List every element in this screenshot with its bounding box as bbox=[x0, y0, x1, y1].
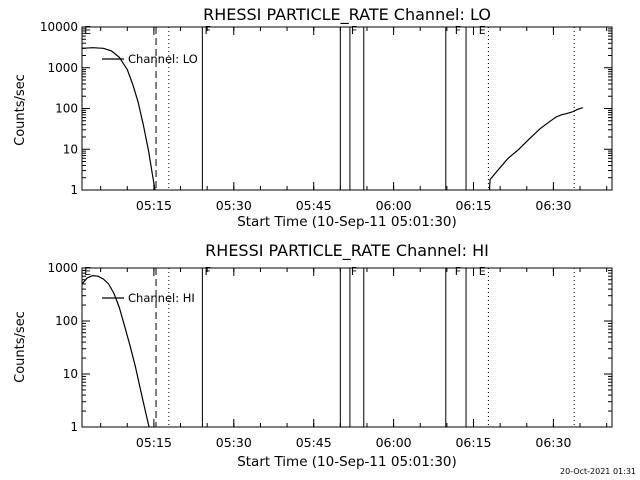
flag-label: E bbox=[479, 24, 486, 37]
y-tick-label: 100 bbox=[55, 314, 78, 328]
flag-label: E bbox=[479, 265, 486, 278]
x-tick-label: 05:45 bbox=[296, 435, 332, 450]
flag-label: F bbox=[351, 24, 357, 37]
series-line bbox=[488, 107, 583, 191]
y-tick-label: 1000 bbox=[47, 61, 78, 75]
y-tick-label: 1 bbox=[70, 183, 78, 197]
flag-label: F bbox=[455, 24, 461, 37]
legend: Channel: LO bbox=[102, 52, 198, 66]
x-tick-label: 06:15 bbox=[455, 435, 491, 450]
legend: Channel: HI bbox=[102, 291, 195, 305]
x-tick-label: 06:00 bbox=[376, 435, 412, 450]
x-tick-label: 05:15 bbox=[136, 198, 172, 213]
x-tick-label: 05:15 bbox=[136, 435, 172, 450]
render-timestamp: 20-Oct-2021 01:31 bbox=[560, 467, 636, 476]
legend-label: Channel: HI bbox=[128, 291, 195, 305]
flag-label: F bbox=[351, 265, 357, 278]
y-tick-label: 10 bbox=[63, 367, 78, 381]
x-tick-label: 06:30 bbox=[535, 435, 571, 450]
x-tick-label: 06:00 bbox=[376, 198, 412, 213]
y-axis-label: Counts/sec bbox=[13, 74, 28, 146]
series-line bbox=[81, 274, 150, 428]
flag-label: F bbox=[204, 265, 210, 278]
x-tick-label: 06:30 bbox=[535, 198, 571, 213]
hi-channel-panel: RHESSI PARTICLE_RATE Channel: HI Start T… bbox=[13, 241, 613, 470]
y-axis-label: Counts/sec bbox=[13, 311, 28, 383]
y-tick-label: 10000 bbox=[40, 20, 78, 34]
series-line bbox=[81, 47, 156, 191]
flag-label: F bbox=[455, 265, 461, 278]
chart-title: RHESSI PARTICLE_RATE Channel: LO bbox=[203, 5, 491, 25]
lo-channel-panel: RHESSI PARTICLE_RATE Channel: LO Start T… bbox=[13, 5, 613, 230]
legend-label: Channel: LO bbox=[128, 52, 198, 66]
x-tick-label: 05:30 bbox=[216, 198, 252, 213]
flag-label: E bbox=[84, 24, 91, 37]
x-tick-label: 06:15 bbox=[455, 198, 491, 213]
y-tick-label: 1000 bbox=[47, 261, 78, 275]
plot-frame bbox=[81, 267, 613, 428]
x-tick-label: 05:30 bbox=[216, 435, 252, 450]
x-axis-label: Start Time (10-Sep-11 05:01:30) bbox=[237, 214, 457, 230]
x-tick-label: 05:45 bbox=[296, 198, 332, 213]
y-tick-label: 100 bbox=[55, 102, 78, 116]
x-axis-label: Start Time (10-Sep-11 05:01:30) bbox=[237, 454, 457, 470]
y-tick-label: 10 bbox=[63, 142, 78, 156]
chart-title: RHESSI PARTICLE_RATE Channel: HI bbox=[205, 241, 489, 261]
flag-label: F bbox=[204, 24, 210, 37]
flag-label: E bbox=[84, 265, 91, 278]
y-tick-label: 1 bbox=[70, 420, 78, 434]
